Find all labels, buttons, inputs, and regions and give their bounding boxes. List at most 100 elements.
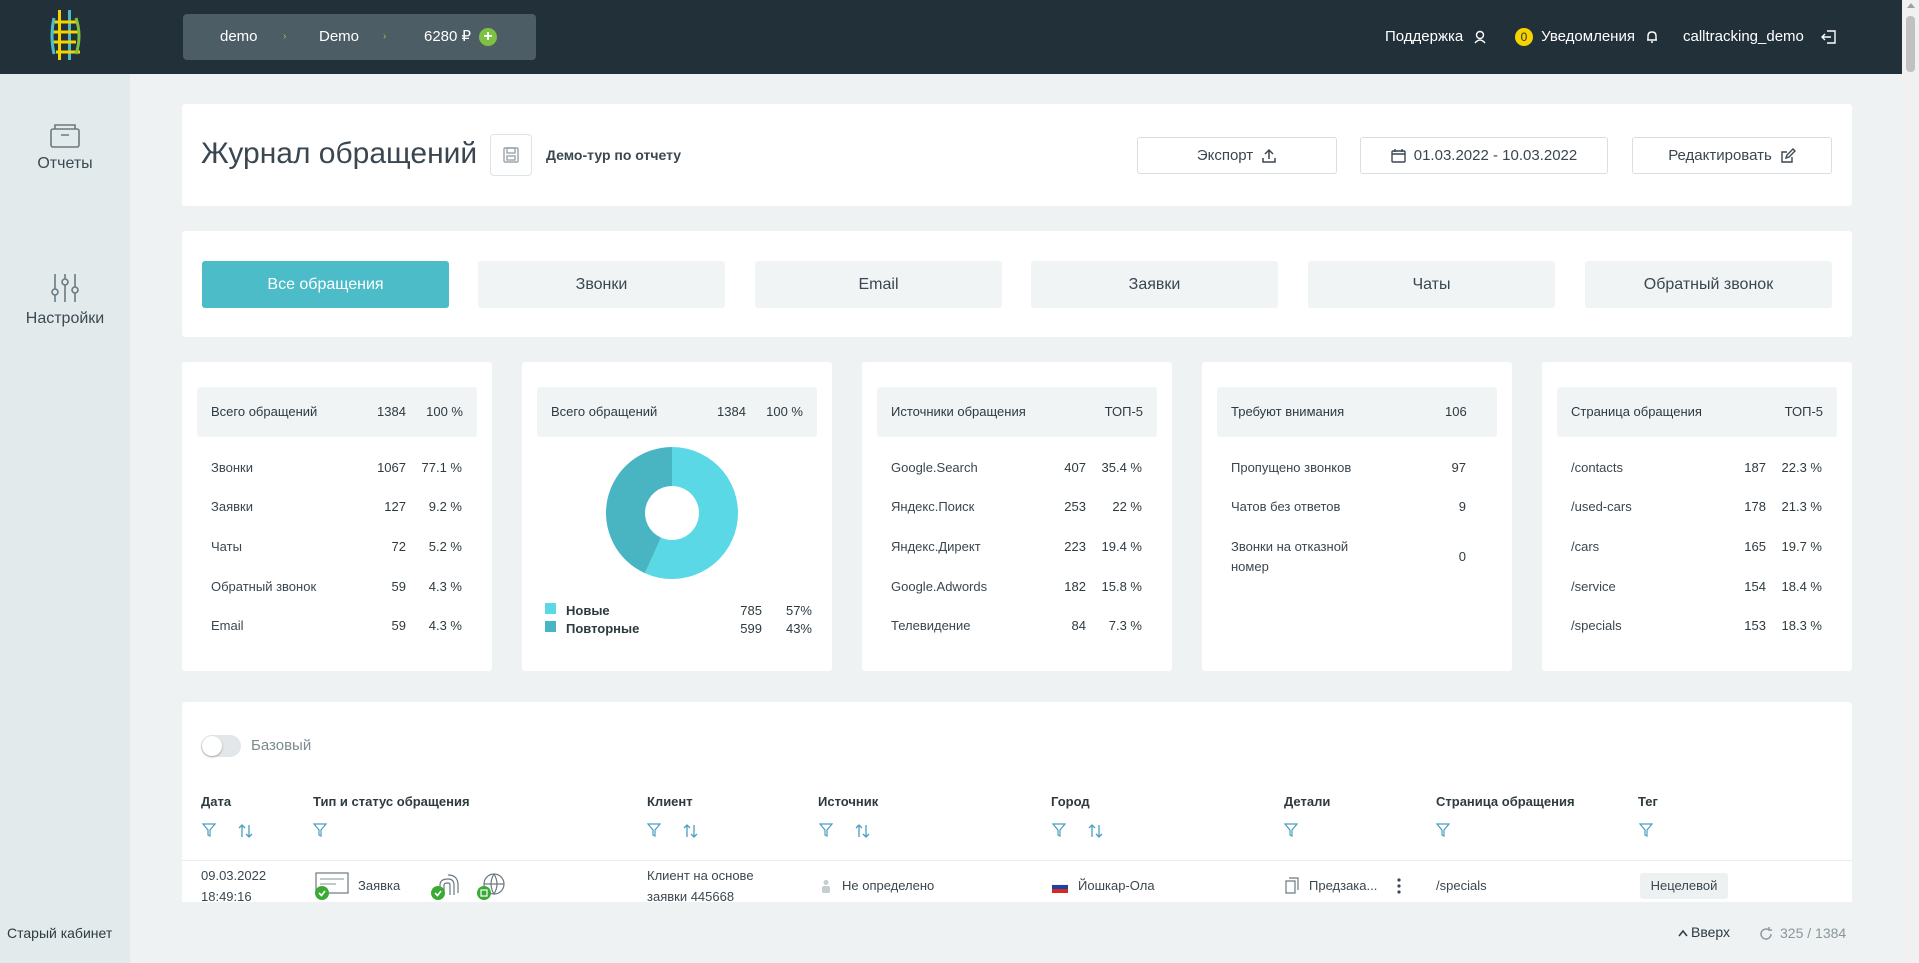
filter-icon[interactable] [819, 823, 833, 837]
sidebar-item-reports[interactable]: Отчеты [0, 121, 130, 173]
legend-swatch-repeat [545, 621, 556, 632]
sliders-icon [51, 274, 79, 302]
column-header-date[interactable]: Дата [201, 794, 232, 809]
filter-icon[interactable] [1639, 823, 1653, 837]
demo-tour-link[interactable]: Демо-тур по отчету [546, 147, 682, 163]
document-icon [1285, 877, 1299, 894]
stat-card-header: Страница обращения ТОП-5 [1557, 387, 1837, 437]
sidebar-item-label: Настройки [25, 310, 105, 327]
filter-icon[interactable] [313, 823, 327, 837]
stat-row-pct: 19.4 % [1101, 539, 1142, 554]
stat-row-pct: 9.2 % [428, 499, 462, 514]
records-counter: 325 / 1384 [1758, 925, 1846, 942]
stat-row-pct: 5.2 % [428, 539, 462, 554]
column-header-client[interactable]: Клиент [647, 794, 693, 809]
sidebar-item-settings[interactable]: Настройки [0, 272, 130, 328]
stat-row-pct: 4.3 % [428, 579, 462, 594]
page-title: Журнал обращений [201, 137, 478, 170]
stat-row-count: 182 [1064, 579, 1086, 594]
stat-row-pct: 18.3 % [1781, 618, 1822, 633]
column-header-details[interactable]: Детали [1284, 794, 1331, 809]
stat-row-pct: 35.4 % [1101, 460, 1142, 475]
date-range-picker[interactable]: 01.03.2022 - 10.03.2022 [1360, 137, 1608, 174]
stat-row-count: 407 [1064, 460, 1086, 475]
scroll-top-button[interactable]: Вверх [1678, 924, 1730, 940]
stat-row-count: 59 [391, 579, 406, 594]
row-city: Йошкар-Ола [1078, 878, 1155, 893]
stat-row-pct: 22.3 % [1781, 460, 1822, 475]
stat-row-count: 154 [1744, 579, 1766, 594]
crumb-project[interactable]: Demo [319, 28, 360, 45]
support-link[interactable]: Поддержка [1385, 0, 1487, 74]
stat-row-label: /contacts [1571, 460, 1624, 475]
support-icon [1474, 30, 1486, 44]
balance: 6280 ₽ + [424, 14, 498, 60]
filter-icon[interactable] [647, 823, 661, 837]
upload-icon [1262, 148, 1276, 163]
scroll-top-label: Вверх [1691, 924, 1731, 940]
filter-icon[interactable] [1436, 823, 1450, 837]
scroll-up-arrow[interactable] [1907, 3, 1915, 8]
floppy-disk-icon [503, 147, 519, 163]
stat-row-label: Заявки [211, 499, 253, 514]
crumb-account[interactable]: demo [220, 28, 258, 45]
stat-row-count: 0 [1458, 549, 1466, 564]
old-cabinet-link[interactable]: Старый кабинет [7, 925, 113, 941]
logout-icon[interactable] [1821, 29, 1837, 45]
tab-requests[interactable]: Заявки [1031, 261, 1278, 308]
breadcrumb: demo › Demo › 6280 ₽ + [183, 14, 536, 60]
tab-all[interactable]: Все обращения [202, 261, 449, 308]
edit-button[interactable]: Редактировать [1632, 137, 1832, 174]
stat-row-count: 97 [1451, 460, 1466, 475]
sidebar [0, 74, 130, 963]
page-scrollbar[interactable] [1902, 0, 1919, 963]
username: calltracking_demo [1683, 28, 1804, 45]
logo-icon[interactable] [46, 8, 86, 62]
sort-icon[interactable] [1088, 823, 1104, 839]
save-report-button[interactable] [490, 134, 532, 176]
refresh-icon[interactable] [1758, 926, 1774, 942]
tab-email[interactable]: Email [755, 261, 1002, 308]
user-menu[interactable]: calltracking_demo [1683, 0, 1804, 74]
filter-icon[interactable] [202, 823, 216, 837]
donut-slice-0[interactable] [644, 447, 738, 579]
tab-calls[interactable]: Звонки [478, 261, 725, 308]
balance-value: 6280 ₽ [424, 28, 472, 45]
column-header-source[interactable]: Источник [818, 794, 879, 809]
stat-row-label: Яндекс.Поиск [891, 499, 975, 514]
stat-row-count: 187 [1744, 460, 1766, 475]
column-header-page[interactable]: Страница обращения [1436, 794, 1575, 809]
export-button[interactable]: Экспорт [1137, 137, 1337, 174]
stat-row-count: 127 [384, 499, 406, 514]
column-header-tag[interactable]: Тег [1638, 794, 1658, 809]
stat-title: Требуют внимания [1231, 404, 1345, 419]
filter-icon[interactable] [1052, 823, 1066, 837]
sort-icon[interactable] [683, 823, 699, 839]
row-page: /specials [1436, 878, 1487, 893]
stat-row-label: Чаты [211, 539, 242, 554]
stat-row-label: Яндекс.Директ [891, 539, 981, 554]
stat-row-count: 9 [1458, 499, 1466, 514]
stat-title: Страница обращения [1571, 404, 1702, 419]
column-header-city[interactable]: Город [1051, 794, 1090, 809]
donut-slice-1[interactable] [606, 447, 672, 574]
more-vertical-icon[interactable] [1396, 877, 1402, 895]
row-tag[interactable]: Нецелевой [1640, 873, 1728, 899]
basic-mode-toggle[interactable] [201, 735, 241, 757]
stat-row-count: 1067 [377, 460, 406, 475]
tab-callback[interactable]: Обратный звонок [1585, 261, 1832, 308]
sidebar-item-label: Отчеты [37, 155, 93, 172]
legend-label: Повторные [566, 621, 640, 636]
sort-icon[interactable] [855, 823, 871, 839]
tab-chats[interactable]: Чаты [1308, 261, 1555, 308]
calendar-icon [1391, 149, 1406, 163]
column-header-type[interactable]: Тип и статус обращения [313, 794, 470, 809]
sort-icon[interactable] [238, 823, 254, 839]
filter-icon[interactable] [1284, 823, 1298, 837]
stat-row-count: 153 [1744, 618, 1766, 633]
stat-row-label: /specials [1571, 618, 1622, 633]
add-balance-button[interactable]: + [479, 28, 498, 47]
notifications-link[interactable]: 0 Уведомления [1515, 0, 1659, 74]
stat-count: 106 [1445, 404, 1467, 419]
scrollbar-thumb[interactable] [1906, 16, 1915, 72]
